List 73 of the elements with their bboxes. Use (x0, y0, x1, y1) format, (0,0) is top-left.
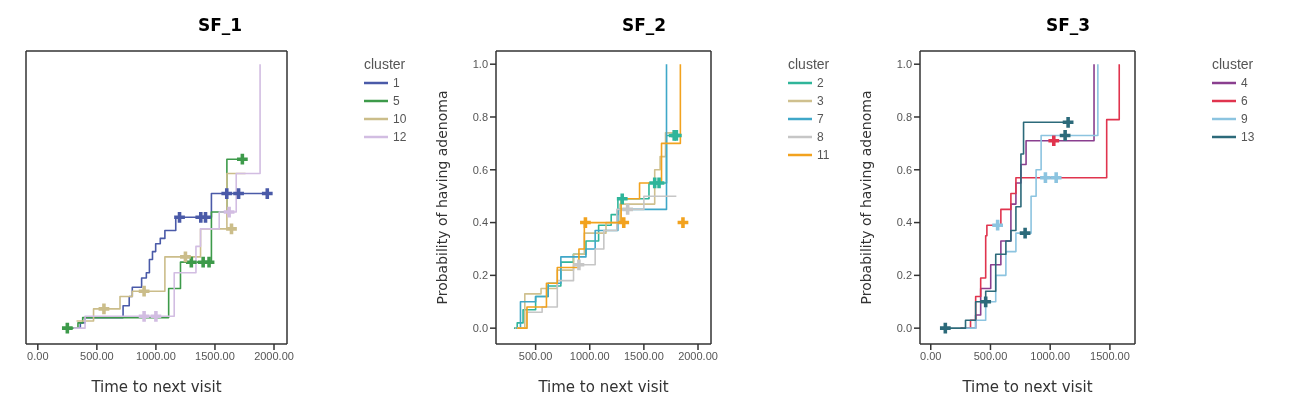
x-tick-label: 1500.00 (1090, 349, 1130, 362)
point (221, 188, 233, 199)
point (261, 188, 273, 199)
x-axis-title: Time to next visit (90, 378, 222, 396)
y-tick-label: 0.2 (896, 269, 912, 282)
chart-title: SF_3 (1044, 14, 1092, 37)
point (61, 322, 73, 334)
legend-label: 8 (817, 130, 824, 144)
point (618, 217, 630, 228)
chart-title: SF_2 (620, 14, 668, 37)
point (1019, 227, 1031, 239)
y-tick-label: 0.8 (472, 110, 488, 123)
y-tick-label: 1.0 (472, 58, 488, 71)
point (980, 296, 992, 308)
point (1050, 172, 1062, 184)
legend-label: 9 (1241, 112, 1248, 126)
point (616, 193, 628, 205)
x-tick-label: 1000.00 (1030, 349, 1071, 362)
x-axis-title: Time to next visit (537, 378, 669, 396)
legend-label: 13 (1241, 130, 1255, 144)
point (1048, 135, 1060, 147)
x-tick-label: 2000.00 (678, 349, 718, 362)
x-tick-label: 1500.00 (195, 349, 235, 362)
legend-label: 7 (817, 112, 824, 126)
x-axis-title: Time to next visit (961, 378, 1093, 396)
y-axis-title: Probability of having adenoma (433, 90, 450, 305)
point (98, 303, 110, 315)
point (226, 223, 237, 235)
x-tick-label: 2000.00 (254, 349, 294, 362)
point (138, 310, 150, 322)
legend-title: cluster (364, 56, 407, 72)
x-tick-label: 1500.00 (624, 349, 664, 362)
legend-label: 10 (393, 112, 407, 126)
y-tick-label: 0.8 (896, 110, 912, 123)
point (1062, 116, 1074, 128)
legend-label: 4 (1241, 76, 1248, 90)
point (138, 285, 150, 297)
y-tick-label: 0.4 (896, 216, 912, 229)
point (185, 256, 197, 268)
y-tick-label: 1.0 (896, 58, 912, 71)
point (236, 153, 248, 165)
legend-label: 3 (817, 94, 824, 108)
x-tick-label: 1000.00 (136, 349, 176, 362)
point (677, 217, 689, 228)
y-tick-label: 0.2 (472, 269, 488, 282)
legend-label: 2 (817, 76, 824, 90)
point (992, 219, 1004, 231)
point (939, 322, 951, 334)
legend-title: cluster (1212, 56, 1255, 72)
legend-label: 12 (393, 130, 407, 144)
legend-label: 11 (817, 148, 830, 162)
x-tick-label: 500.00 (973, 349, 1008, 362)
y-tick-label: 0.6 (472, 163, 488, 176)
point (150, 310, 162, 322)
y-tick-label: 0.4 (472, 216, 488, 229)
x-tick-label: 1000.00 (569, 349, 610, 362)
point (180, 251, 191, 263)
y-axis-title: Probability of having adenoma (857, 90, 874, 305)
x-tick-label: 0.00 (27, 349, 49, 362)
point (573, 259, 585, 271)
y-tick-label: 0.0 (896, 322, 912, 335)
point (1059, 130, 1071, 141)
legend-label: 6 (1241, 94, 1248, 108)
chart-title: SF_1 (196, 14, 244, 37)
point (223, 206, 235, 218)
legend-label: 1 (393, 76, 400, 90)
legend-label: 5 (393, 94, 400, 108)
x-tick-label: 500.00 (80, 349, 114, 362)
y-tick-label: 0.6 (896, 163, 912, 176)
x-tick-label: 0.00 (920, 349, 942, 362)
legend-title: cluster (788, 56, 831, 72)
y-tick-label: 0.0 (472, 322, 488, 335)
x-tick-label: 500.00 (518, 349, 553, 362)
